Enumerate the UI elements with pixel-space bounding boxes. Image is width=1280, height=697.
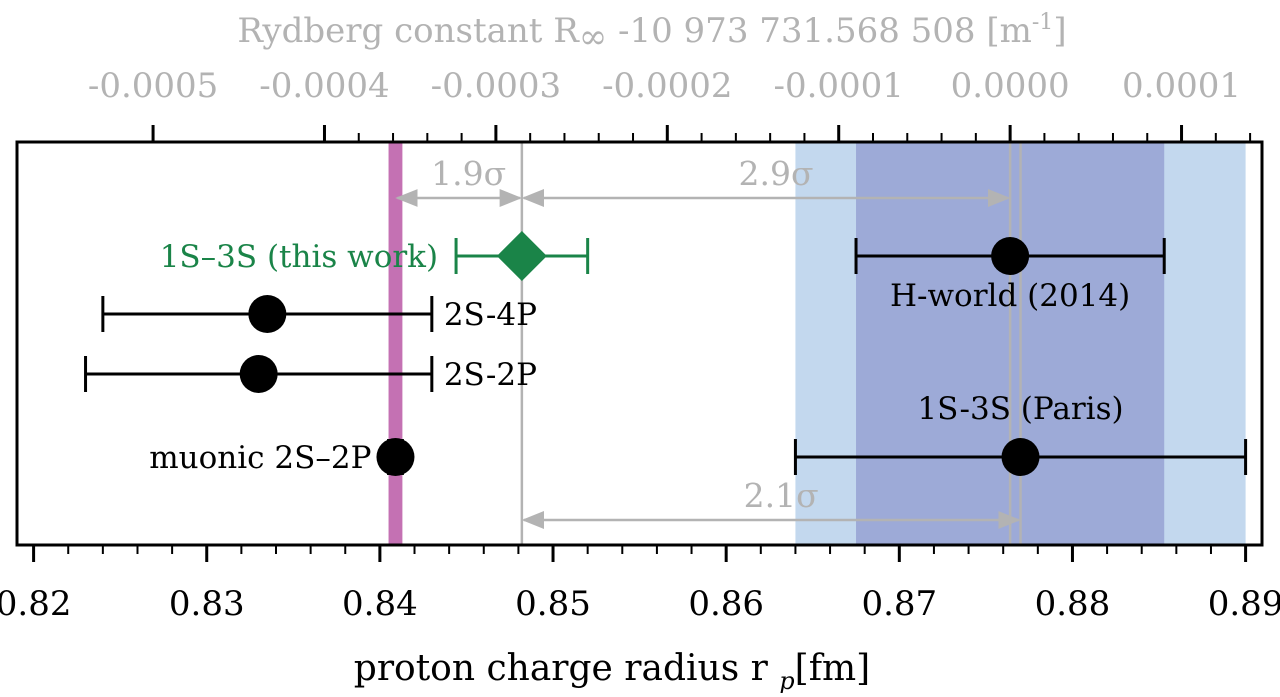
x-tick-label: 0.84 [342,584,418,624]
circle-marker [376,438,415,476]
x-tick-label: 0.86 [688,584,764,624]
x-axis-label: proton charge radius r p[fm] [354,648,870,693]
circle-marker [991,237,1030,275]
data-point: 2S-2P [84,355,537,393]
top-axis-label-sub: ∞ [579,17,607,57]
point-label: 2S-2P [444,357,537,393]
top-tick-label: -0.0001 [773,66,903,106]
data-point: 1S-3S (Paris) [793,391,1248,476]
top-tick-label: -0.0004 [259,66,389,106]
point-label: 1S-3S (Paris) [917,391,1123,427]
muonic-band [388,142,403,545]
top-tick-label: -0.0003 [431,66,561,106]
x-tick-label: 0.87 [861,584,937,624]
point-label: 2S-4P [444,297,537,333]
point-label: muonic 2S–2P [149,440,371,476]
x-tick-label: 0.82 [0,584,71,624]
data-point: muonic 2S–2P [149,438,415,476]
data-point: 1S–3S (this work) [160,231,590,281]
x-axis-label-main: proton charge radius r [354,648,780,689]
top-tick-label: -0.0005 [88,66,218,106]
diamond-marker [496,231,547,281]
top-axis-label-main: Rydberg constant R [237,11,580,51]
plot-frame [15,140,1264,547]
x-tick-label: 0.89 [1208,584,1280,624]
point-label: 1S–3S (this work) [160,239,438,275]
sigma-label: 1.9σ [431,154,506,193]
x-tick-label: 0.88 [1035,584,1111,624]
circle-marker [239,355,278,393]
top-axis-label: Rydberg constant R∞ -10 973 731.568 508 … [237,10,1066,57]
data-point: H-world (2014) [854,237,1166,314]
x-axis-label-unit: [fm] [795,648,871,689]
x-tick-label: 0.83 [169,584,245,624]
top-tick-label: -0.0002 [602,66,732,106]
top-axis-label-rest: -10 973 731.568 508 [m [607,11,1032,51]
point-label: H-world (2014) [890,278,1130,314]
sigma-label: 2.9σ [738,154,813,193]
top-axis-label-sup: -1 [1032,10,1053,35]
top-tick-label: 0.0001 [1122,66,1241,106]
x-axis-label-sub: p [779,667,794,693]
sigma-label: 2.1σ [744,476,819,515]
data-point: 2S-4P [101,295,537,333]
x-tick-label: 0.85 [515,584,591,624]
top-tick-label: 0.0000 [951,66,1070,106]
circle-marker [248,295,287,333]
top-axis-label-end: ] [1053,11,1066,51]
circle-marker [1001,438,1040,476]
